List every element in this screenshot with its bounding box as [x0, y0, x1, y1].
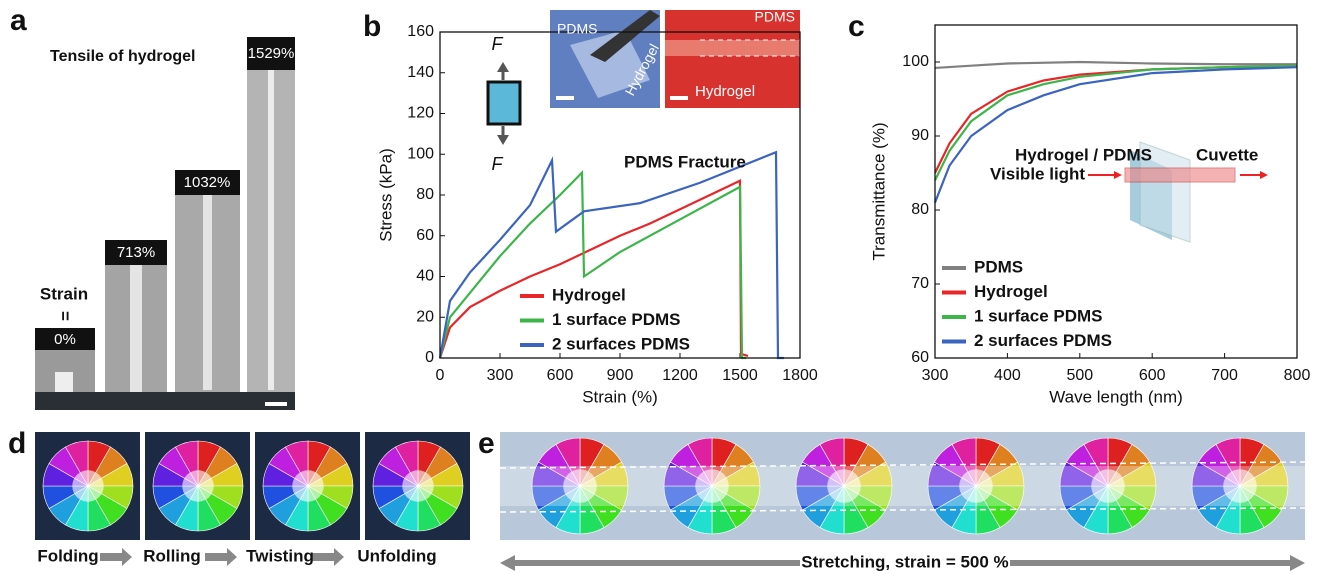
annotation: Hydrogel / PDMS [1015, 145, 1152, 164]
x-tick-label: 500 [1066, 367, 1093, 384]
legend-label: Hydrogel [974, 282, 1048, 301]
strain-value: 713% [117, 244, 155, 261]
x-axis-title: Wave length (nm) [1049, 387, 1183, 406]
color-wheel-center [182, 470, 214, 502]
y-tick-label: 100 [407, 145, 434, 162]
chart: c 300 400 500 600 700 800 60 70 80 90 100 Wave lengt… [848, 10, 1310, 407]
x-tick-label: 300 [922, 367, 949, 384]
color-wheel-center [402, 470, 434, 502]
y-tick-label: 90 [911, 127, 929, 144]
panel-label: a [10, 4, 27, 37]
y-tick-label: 140 [407, 64, 434, 81]
tensile-photos [35, 37, 295, 410]
y-tick-label: 80 [416, 186, 434, 203]
annotation: PDMS [755, 9, 795, 25]
panel-title: Tensile of hydrogel [50, 48, 196, 65]
y-axis-title: Transmittance (%) [869, 122, 888, 260]
legend-label: PDMS [974, 257, 1023, 276]
annotation: PDMS [557, 21, 597, 37]
y-tick-label: 60 [416, 227, 434, 244]
annotation: F [492, 154, 504, 174]
x-tick-label: 600 [547, 367, 574, 384]
legend-label: Hydrogel [552, 285, 626, 304]
legend-label: 2 surfaces PDMS [974, 331, 1112, 350]
annotation: Visible light [990, 164, 1085, 183]
x-tick-label: 0 [436, 367, 445, 384]
x-tick-label: 1500 [722, 367, 758, 384]
step-label: Folding [37, 546, 98, 565]
x-tick-label: 1200 [662, 367, 698, 384]
y-tick-label: 160 [407, 23, 434, 40]
strain-label: Strain [40, 284, 88, 303]
y-tick-label: 100 [902, 53, 929, 70]
equals-sign: = [56, 311, 75, 321]
annotation: Cuvette [1196, 145, 1258, 164]
x-tick-label: 400 [994, 367, 1021, 384]
x-tick-label: 300 [487, 367, 514, 384]
strain-value: 0% [54, 331, 76, 348]
x-tick-label: 700 [1211, 367, 1238, 384]
panel-label: e [478, 427, 495, 460]
y-tick-label: 0 [425, 349, 434, 366]
annotation: PDMS Fracture [624, 152, 746, 171]
panel-label: c [848, 10, 865, 43]
panel-label: d [8, 427, 26, 460]
x-tick-label: 600 [1139, 367, 1166, 384]
strain-value: 1032% [184, 174, 231, 191]
panel-label: b [363, 10, 381, 43]
y-tick-label: 80 [911, 201, 929, 218]
legend-label: 2 surfaces PDMS [552, 334, 690, 353]
y-tick-label: 120 [407, 105, 434, 122]
y-tick-label: 20 [416, 308, 434, 325]
legend-label: 1 surface PDMS [552, 310, 681, 329]
step-label: Unfolding [357, 546, 436, 565]
color-wheel-center [72, 470, 104, 502]
step-label: Twisting [246, 546, 314, 565]
strain-value: 1529% [248, 45, 295, 62]
stretched-film [500, 466, 1305, 506]
legend-label: 1 surface PDMS [974, 306, 1103, 325]
annotation: F [492, 34, 504, 54]
y-tick-label: 60 [911, 349, 929, 366]
annotation: Hydrogel [695, 83, 755, 100]
y-tick-label: 40 [416, 268, 434, 285]
step-label: Rolling [143, 546, 201, 565]
x-tick-label: 900 [607, 367, 634, 384]
y-axis-title: Stress (kPa) [376, 148, 395, 242]
figure: a Tensile of hydrogel Strain = 0% 713% 1… [0, 0, 1319, 574]
x-axis-title: Strain (%) [582, 387, 658, 406]
y-tick-label: 70 [911, 275, 929, 292]
x-tick-label: 1800 [782, 367, 818, 384]
color-wheel-center [292, 470, 324, 502]
x-tick-label: 800 [1284, 367, 1311, 384]
caption: Stretching, strain = 500 % [801, 552, 1008, 571]
